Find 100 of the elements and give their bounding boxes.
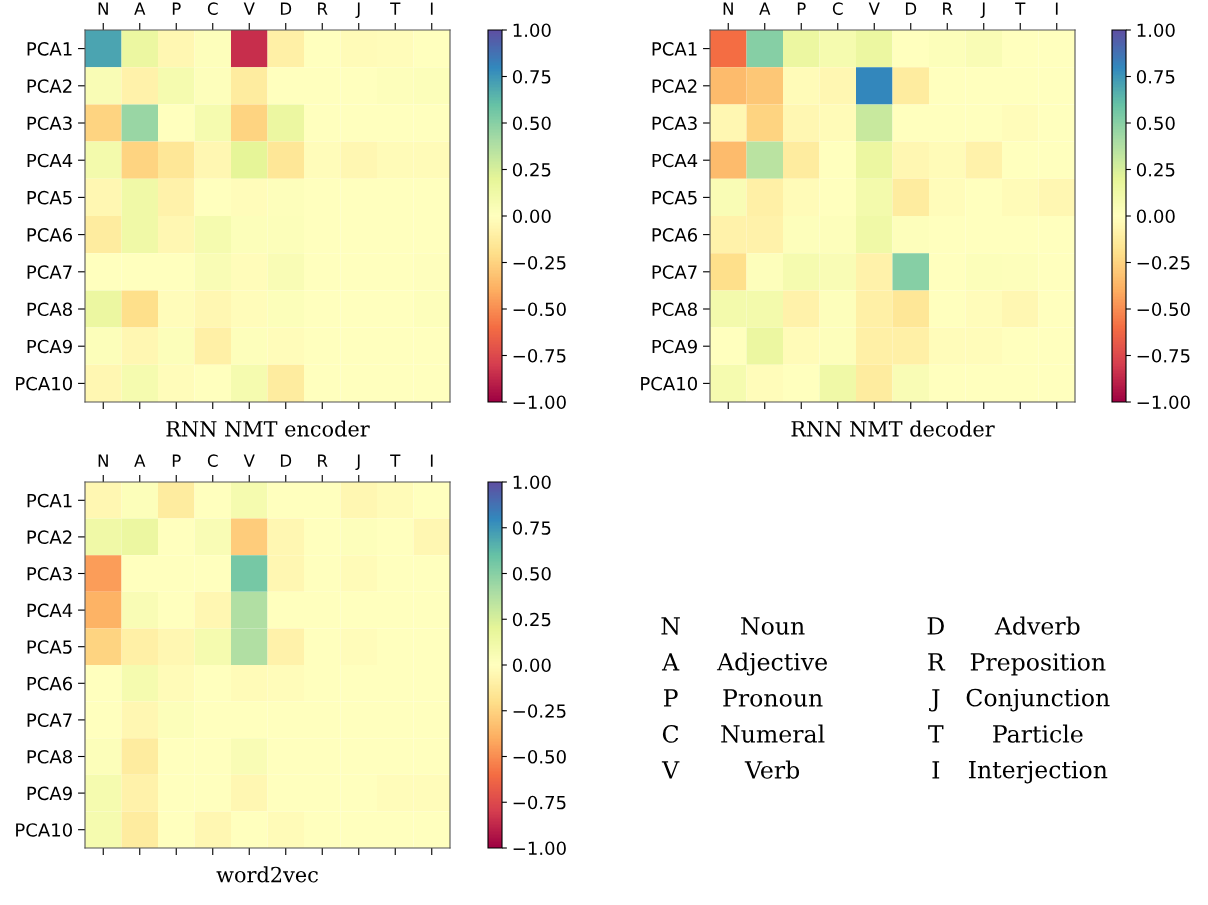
color-bar-label: −0.25 [1137,255,1190,270]
y-tick-label: PCA3 [652,116,697,131]
x-tick-label: J [980,2,985,19]
color-bar-label: 1.00 [1137,23,1175,38]
x-tick-label: C [207,2,218,15]
x-tick-label: I [1055,2,1058,15]
text: Noun [741,617,805,635]
y-tick-label: PCA2 [652,79,697,93]
y-tick-label: PCA8 [27,749,72,764]
y-tick-label: PCA4 [27,603,73,618]
x-tick-label: T [390,2,401,15]
y-tick-label: PCA9 [27,786,72,801]
text: Adverb [994,616,1080,635]
text: R [928,653,946,671]
x-tick-label: V [243,454,255,467]
x-tick-label: N [98,454,108,467]
y-tick-label: PCA10 [16,376,72,391]
y-tick-label: PCA5 [27,190,72,205]
color-bar-label: −0.75 [1137,348,1190,363]
color-bar-label: 0.75 [512,521,551,535]
y-tick-label: PCA10 [16,823,72,837]
color-bar-label: −1.00 [513,395,566,410]
color-bar-label: 0.25 [512,612,551,627]
text: RNN NMT encoder [166,420,370,437]
text: Particle [993,724,1083,743]
color-bar-label: 0.75 [1136,69,1175,84]
x-tick-label: I [430,2,433,15]
color-bar-label: −1.00 [1137,395,1190,410]
color-bar-label: 0.25 [1136,162,1175,177]
color-bar-label: 0.50 [512,116,551,131]
y-tick-label: PCA10 [641,376,697,391]
y-tick-label: PCA4 [27,153,73,168]
x-tick-label: I [430,454,433,467]
x-tick-label: C [207,454,218,467]
y-tick-label: PCA5 [27,640,72,654]
text: RNN NMT decoder [791,420,995,437]
y-tick-label: PCA3 [27,116,72,131]
y-tick-label: PCA3 [27,566,72,581]
y-tick-label: PCA1 [27,42,72,56]
color-bar-label: −0.75 [513,348,566,363]
y-tick-label: PCA6 [27,228,73,242]
text: V [661,761,680,779]
text: Verb [744,760,800,779]
text: C [662,724,679,743]
color-bar-label: 1.00 [513,23,551,38]
y-tick-label: PCA8 [27,302,72,317]
y-tick-label: PCA2 [27,530,72,545]
text: N [661,617,680,635]
x-tick-label: R [318,2,328,15]
y-tick-label: PCA9 [27,339,72,354]
color-bar-label: −0.25 [513,255,566,270]
y-tick-label: PCA6 [652,228,698,242]
text: Interjection [968,760,1108,784]
y-tick-label: PCA9 [652,339,697,354]
x-tick-label: N [98,2,108,15]
x-tick-label: A [134,2,146,15]
x-tick-label: R [943,2,953,15]
color-bar-label: −0.50 [1137,302,1190,317]
x-tick-label: D [280,454,292,467]
text: Adjective [716,652,827,676]
y-tick-label: PCA1 [27,493,72,508]
y-tick-label: PCA7 [652,265,697,279]
text: Conjunction [966,688,1110,712]
color-bar-label: −0.50 [513,302,566,317]
x-tick-label: T [390,454,401,467]
x-tick-label: D [905,2,917,15]
text: J [929,689,940,712]
y-tick-label: PCA4 [652,153,698,168]
text: P [663,689,678,707]
x-tick-label: D [280,2,292,15]
x-tick-label: C [832,2,843,15]
color-bar-label: 0.00 [512,658,551,673]
color-bar-label: −0.75 [513,795,566,810]
text: Numeral [721,724,825,743]
x-tick-label: P [172,2,181,15]
color-bar-label: −1.00 [513,841,566,856]
x-tick-label: A [759,2,771,15]
y-tick-label: PCA7 [27,265,72,279]
color-bar-label: −0.25 [513,704,566,718]
text: I [932,761,940,779]
x-tick-label: J [355,2,360,19]
text: Pronoun [723,689,823,707]
x-tick-label: R [318,454,328,467]
x-tick-label: P [797,2,806,15]
color-bar-label: 1.00 [513,475,551,490]
text: T [928,725,944,743]
color-bar-label: 0.00 [512,209,551,224]
x-tick-label: N [723,2,733,15]
color-bar-label: 0.50 [512,566,551,581]
x-tick-label: V [243,2,255,15]
y-tick-label: PCA8 [652,302,697,317]
text: A [661,653,680,671]
y-tick-label: PCA5 [652,190,697,205]
color-bar-label: −0.50 [513,749,566,764]
text: D [927,617,944,635]
x-tick-label: T [1015,2,1026,15]
x-tick-label: P [172,454,181,467]
color-bar-label: 0.50 [1136,116,1175,131]
x-tick-label: A [134,454,146,467]
y-tick-label: PCA2 [27,79,72,93]
